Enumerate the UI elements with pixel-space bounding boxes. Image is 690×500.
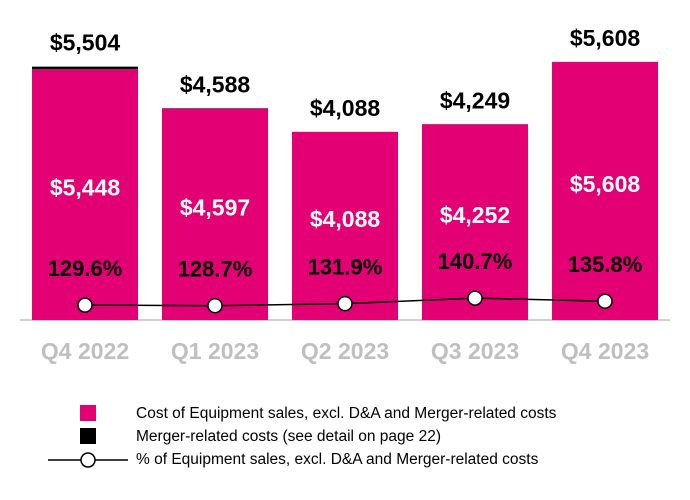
line-marker xyxy=(597,293,613,309)
x-tick-label: Q2 2023 xyxy=(301,338,389,364)
x-tick-label: Q4 2022 xyxy=(41,338,129,364)
merger-segment xyxy=(32,66,138,70)
line-marker xyxy=(207,297,223,314)
total-label: $4,088 xyxy=(310,95,381,121)
bar-value-label: $4,088 xyxy=(310,206,381,232)
legend-label: % of Equipment sales, excl. D&A and Merg… xyxy=(136,451,539,468)
x-tick-label: Q1 2023 xyxy=(171,338,259,364)
legend-label: Merger-related costs (see detail on page… xyxy=(136,428,441,445)
bar-value-label: $4,597 xyxy=(180,194,250,220)
legend-swatch xyxy=(80,405,96,421)
bar xyxy=(422,124,528,321)
legend-swatch xyxy=(80,428,96,444)
line-value-label: 129.6% xyxy=(48,256,123,281)
line-marker xyxy=(77,297,93,313)
line-value-label: 131.9% xyxy=(308,254,383,279)
total-label: $4,588 xyxy=(180,71,251,97)
x-tick-label: Q4 2023 xyxy=(561,338,649,364)
bar xyxy=(162,108,268,321)
bar-value-label: $5,608 xyxy=(570,171,641,197)
total-label: $4,249 xyxy=(440,87,510,113)
line-value-label: 128.7% xyxy=(178,257,253,282)
x-tick-label: Q3 2023 xyxy=(431,338,519,364)
legend-marker xyxy=(80,452,96,468)
line-marker xyxy=(467,290,483,306)
legend-label: Cost of Equipment sales, excl. D&A and M… xyxy=(136,405,557,422)
line-marker xyxy=(337,295,353,312)
bar xyxy=(32,69,138,320)
total-label: $5,504 xyxy=(50,30,121,56)
bar xyxy=(292,131,398,320)
bar-value-label: $4,252 xyxy=(440,202,510,228)
bar xyxy=(552,61,658,320)
total-label: $5,608 xyxy=(570,25,641,51)
line-value-label: 140.7% xyxy=(438,249,513,274)
bar-value-label: $5,448 xyxy=(50,175,121,201)
line-value-label: 135.8% xyxy=(568,252,643,277)
